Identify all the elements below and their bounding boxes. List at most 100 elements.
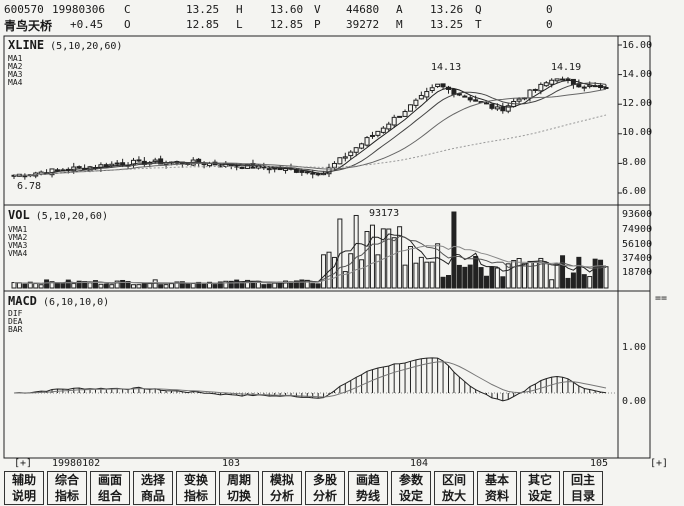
switch-indicator-label-2: 指标 xyxy=(183,489,208,503)
candle-down xyxy=(451,88,457,95)
t-key: T xyxy=(475,18,482,31)
dea-legend: DEA xyxy=(8,317,23,326)
date-axis: [+] 19980102 103 104 105 [+] xyxy=(0,458,684,471)
volume-bar xyxy=(581,274,587,289)
volume-bar xyxy=(554,263,560,289)
volume-bar xyxy=(478,267,484,289)
volume-bar xyxy=(592,258,598,289)
switch-period-button[interactable]: 周期 切换 xyxy=(219,471,259,505)
vol-params: (5,10,20,60) xyxy=(35,211,108,222)
volume-bar xyxy=(38,284,44,289)
volume-bar xyxy=(462,266,468,289)
dea-line xyxy=(13,361,607,398)
simulate-label-2: 分析 xyxy=(269,489,294,503)
price-tick-8: 8.00 xyxy=(622,157,647,168)
dif-line xyxy=(13,357,607,402)
volume-bar xyxy=(397,226,403,289)
vol-tick-56100: 56100 xyxy=(622,239,653,250)
volume-bar xyxy=(217,281,223,289)
help-label-1: 辅助 xyxy=(11,473,36,487)
volume-bar xyxy=(185,283,191,289)
high-annotation-1: 14.13 xyxy=(431,62,462,73)
multi-stock-button[interactable]: 多股 分析 xyxy=(305,471,345,505)
trendline-button[interactable]: 画趋 势线 xyxy=(348,471,388,505)
candle-up xyxy=(424,91,430,98)
volume-bar xyxy=(169,283,175,289)
volume-bar xyxy=(98,283,104,289)
vma4-legend: VMA4 xyxy=(8,249,28,258)
high-value: 13.60 xyxy=(270,3,304,16)
vma1-line xyxy=(13,233,607,285)
layout-button[interactable]: 画面 组合 xyxy=(90,471,130,505)
fundamentals-button[interactable]: 基本 资料 xyxy=(477,471,517,505)
macd-title: MACD (6,10,10,0) xyxy=(8,294,109,308)
candle-down xyxy=(500,106,506,112)
volume-bar xyxy=(543,262,549,289)
volume-bar xyxy=(27,281,33,289)
candle-down xyxy=(266,168,272,171)
other-settings-button[interactable]: 其它 设定 xyxy=(520,471,560,505)
high-key: H xyxy=(236,3,243,16)
candle-up xyxy=(418,94,424,100)
candle-down xyxy=(467,97,473,101)
candle-up xyxy=(353,147,359,153)
volume-bar xyxy=(315,283,321,289)
volume-bar xyxy=(435,243,441,289)
zoom-range-label-2: 放大 xyxy=(441,489,466,503)
volume-bar xyxy=(22,283,28,289)
volume-bar xyxy=(234,279,240,289)
switch-period-label-1: 周期 xyxy=(226,473,251,487)
volume-bar xyxy=(245,279,251,289)
date-scroll-left[interactable]: [+] xyxy=(14,458,33,469)
vol-tick-18700: 18700 xyxy=(622,267,653,278)
macd-legend: DIF DEA BAR xyxy=(8,310,22,334)
macd-corner-mark: == xyxy=(655,293,668,304)
volume-bar xyxy=(33,283,39,289)
volume-bar xyxy=(201,283,207,289)
price-tick-6: 6.00 xyxy=(622,186,647,197)
bar-legend: BAR xyxy=(8,325,23,334)
ma4-legend: MA4 xyxy=(8,78,23,87)
date-scroll-right[interactable]: [+] xyxy=(650,458,669,469)
candle-up xyxy=(342,156,348,159)
close-value: 13.25 xyxy=(186,3,220,16)
volume-bar xyxy=(65,279,71,289)
select-stock-label-2: 商品 xyxy=(140,489,165,503)
q-key: Q xyxy=(475,3,482,16)
low-annotation: 6.78 xyxy=(17,181,42,192)
volume-bar xyxy=(538,257,544,289)
select-stock-button[interactable]: 选择 商品 xyxy=(133,471,173,505)
volume-bar xyxy=(174,281,180,289)
p-value: 39272 xyxy=(346,18,380,31)
parameters-button[interactable]: 参数 设定 xyxy=(391,471,431,505)
candle-down xyxy=(315,173,321,176)
help-button[interactable]: 辅助 说明 xyxy=(4,471,44,505)
volume-bar xyxy=(212,284,218,289)
candle-up xyxy=(402,111,408,117)
function-toolbar: 辅助 说明 综合 指标 画面 组合 选择 商品 变换 指标 周期 切换 模拟 分析 多股 分析 画趋 势线 参数 设定… xyxy=(0,471,684,506)
volume-bar xyxy=(440,276,446,289)
volume-bar xyxy=(424,261,430,289)
indicators-button[interactable]: 综合 指标 xyxy=(47,471,87,505)
candle-up xyxy=(386,123,392,130)
volume-bar xyxy=(163,284,169,289)
switch-indicator-button[interactable]: 变换 指标 xyxy=(176,471,216,505)
volume-bar xyxy=(223,280,229,289)
vol-legend: VMA1 VMA2 VMA3 VMA4 xyxy=(8,226,27,258)
simulate-button[interactable]: 模拟 分析 xyxy=(262,471,302,505)
candle-up xyxy=(435,83,441,88)
volume-bar xyxy=(516,258,522,289)
volume-bar xyxy=(152,279,158,289)
m-value: 13.25 xyxy=(430,18,464,31)
volume-bar xyxy=(342,271,348,289)
volume-bar xyxy=(179,281,185,289)
main-menu-button[interactable]: 回主 目录 xyxy=(563,471,603,505)
zoom-range-button[interactable]: 区间 放大 xyxy=(434,471,474,505)
candle-up xyxy=(549,79,555,85)
vol-title: VOL (5,10,20,60) xyxy=(8,208,108,222)
candle-down xyxy=(484,102,490,105)
candle-up xyxy=(304,171,310,174)
volume-value: 44680 xyxy=(346,3,380,16)
macd-tick-0: 0.00 xyxy=(622,396,647,407)
